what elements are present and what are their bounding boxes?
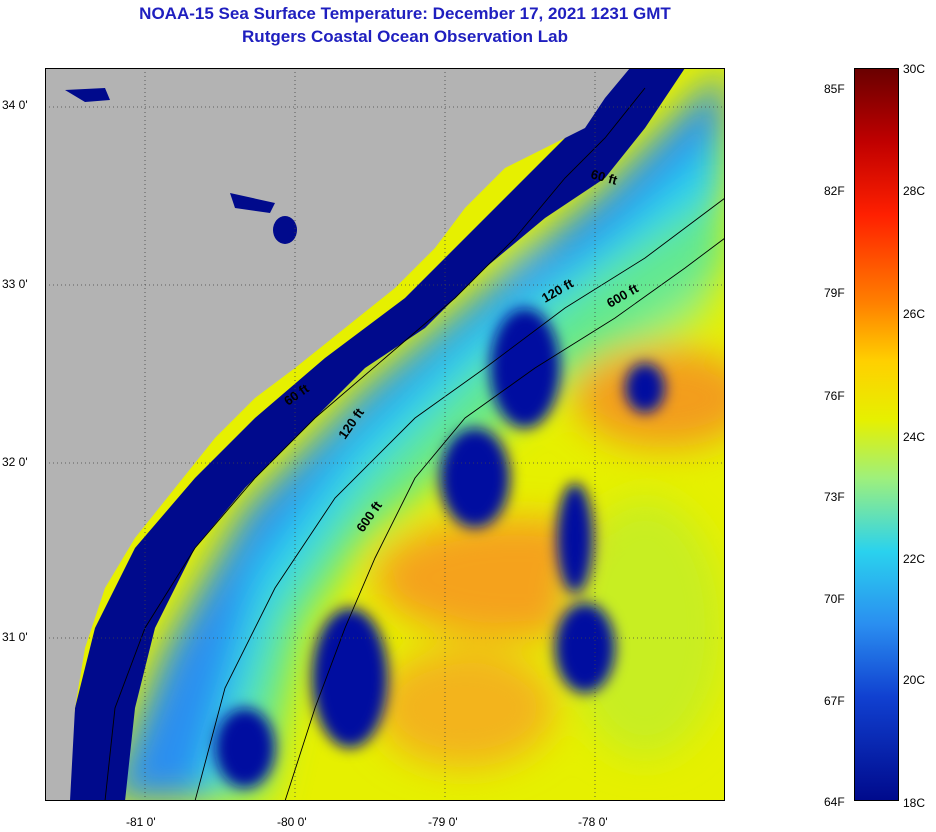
colorbar-label-f: 73F [824, 490, 845, 504]
colorbar-label-f: 82F [824, 184, 845, 198]
lon-label: -79 0' [428, 815, 458, 829]
lat-label: 32 0' [2, 455, 28, 469]
grid-lines [45, 68, 725, 801]
colorbar-label-f: 76F [824, 389, 845, 403]
colorbar-label-c: 18C [903, 796, 926, 810]
colorbar-label-c: 30C [903, 62, 926, 76]
lat-label: 33 0' [2, 277, 28, 291]
colorbar-label-f: 70F [824, 592, 845, 606]
lon-label: -80 0' [277, 815, 307, 829]
colorbar-label-c: 28C [903, 184, 926, 198]
colorbar-label-f: 67F [824, 694, 845, 708]
colorbar-label-f: 85F [824, 82, 845, 96]
contour-label: 60 ft [589, 166, 619, 188]
lat-label: 34 0' [2, 98, 28, 112]
isobath-contours [104, 87, 725, 801]
colorbar-label-f: 64F [824, 795, 845, 809]
cold-patches [215, 308, 665, 788]
lon-label: -81 0' [126, 815, 156, 829]
colorbar-label-c: 24C [903, 430, 926, 444]
lon-label: -78 0' [578, 815, 608, 829]
colorbar-label-f: 79F [824, 286, 845, 300]
map-title: NOAA-15 Sea Surface Temperature: Decembe… [139, 4, 671, 23]
colorbar-label-c: 26C [903, 307, 926, 321]
inland-water [65, 88, 297, 244]
colorbar [854, 68, 899, 801]
cold-nearshore-band [65, 68, 685, 801]
sst-map: 60 ft 120 ft 600 ft 60 ft 120 ft 600 ft [45, 68, 725, 801]
colorbar-label-c: 20C [903, 673, 926, 687]
colorbar-label-c: 22C [903, 552, 926, 566]
map-subtitle: Rutgers Coastal Ocean Observation Lab [242, 27, 568, 46]
lat-label: 31 0' [2, 630, 28, 644]
land-mass [45, 68, 630, 801]
